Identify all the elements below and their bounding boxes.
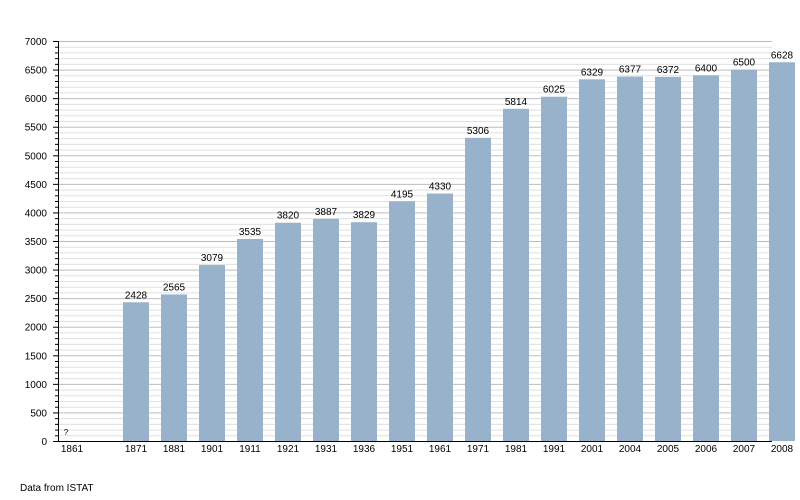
x-tick-label-1921: 1921 [277,444,300,455]
value-label-1951: 4195 [391,189,414,200]
x-tick-label-1881: 1881 [163,444,186,455]
value-label-1931: 3887 [315,207,338,218]
bar-2008 [769,62,795,441]
value-label-2006: 6400 [695,63,718,74]
x-tick-label-1971: 1971 [467,444,490,455]
bar-2006 [693,75,719,442]
bar-1871 [123,302,149,441]
y-tick-label: 1500 [25,351,48,362]
source-note: Data from ISTAT [20,483,94,494]
x-tick-label-2007: 2007 [733,444,756,455]
bar-1911 [237,239,263,441]
y-tick-label: 4500 [25,180,48,191]
x-tick-label-2006: 2006 [695,444,718,455]
y-tick-label: 3000 [25,266,48,277]
value-label-1881: 2565 [163,282,186,293]
x-tick-label-1981: 1981 [505,444,528,455]
value-label-2007: 6500 [733,58,756,69]
value-label-1911: 3535 [239,227,262,238]
x-tick-label-1951: 1951 [391,444,414,455]
bar-1991 [541,96,567,441]
bar-1931 [313,218,339,441]
bar-1901 [199,265,225,441]
y-tick-label: 5500 [25,123,48,134]
x-tick-label-1936: 1936 [353,444,376,455]
y-tick-label: 500 [30,408,47,419]
y-tick-label: 7000 [25,37,48,48]
bar-1951 [389,201,415,441]
y-tick-label: 4000 [25,208,48,219]
value-label-2008: 6628 [771,50,794,61]
y-tick-label: 6000 [25,94,48,105]
bar-1961 [427,193,453,441]
bar-2001 [579,79,605,441]
bar-1971 [465,137,491,442]
bar-2007 [731,69,757,442]
value-label-1991: 6025 [543,85,566,96]
y-tick-label: 0 [41,437,47,448]
x-tick-label-2001: 2001 [581,444,604,455]
value-label-1901: 3079 [201,253,224,264]
value-label-1936: 3829 [353,210,376,221]
y-tick-label: 1000 [25,380,48,391]
x-tick-label-2004: 2004 [619,444,642,455]
y-tick-label: 2500 [25,294,48,305]
bar-1981 [503,108,529,442]
x-tick-label-1871: 1871 [125,444,148,455]
bar-2005 [655,76,681,441]
x-tick-label-1901: 1901 [201,444,224,455]
x-tick-label-1991: 1991 [543,444,566,455]
value-label-1921: 3820 [277,211,300,222]
y-tick-label: 2000 [25,323,48,334]
x-tick-label-1961: 1961 [429,444,452,455]
x-tick-label-2005: 2005 [657,444,680,455]
value-label-1981: 5814 [505,97,528,108]
bar-1936 [351,222,377,441]
x-tick-label-2008: 2008 [771,444,794,455]
value-label-2001: 6329 [581,67,604,78]
y-tick-label: 3500 [25,237,48,248]
x-tick-label-1911: 1911 [239,444,261,455]
value-label-1861: ? [64,428,69,437]
value-label-2005: 6372 [657,65,680,76]
y-tick-label: 5000 [25,151,48,162]
value-label-1961: 4330 [429,182,452,193]
bar-1881 [161,294,187,441]
bar-2004 [617,76,643,441]
y-tick-label: 6500 [25,66,48,77]
value-label-2004: 6377 [619,65,642,76]
x-tick-label-1931: 1931 [315,444,338,455]
value-label-1971: 5306 [467,126,490,137]
bar-1921 [275,222,301,441]
value-label-1871: 2428 [125,290,148,301]
x-tick-label-1861: 1861 [61,444,84,455]
